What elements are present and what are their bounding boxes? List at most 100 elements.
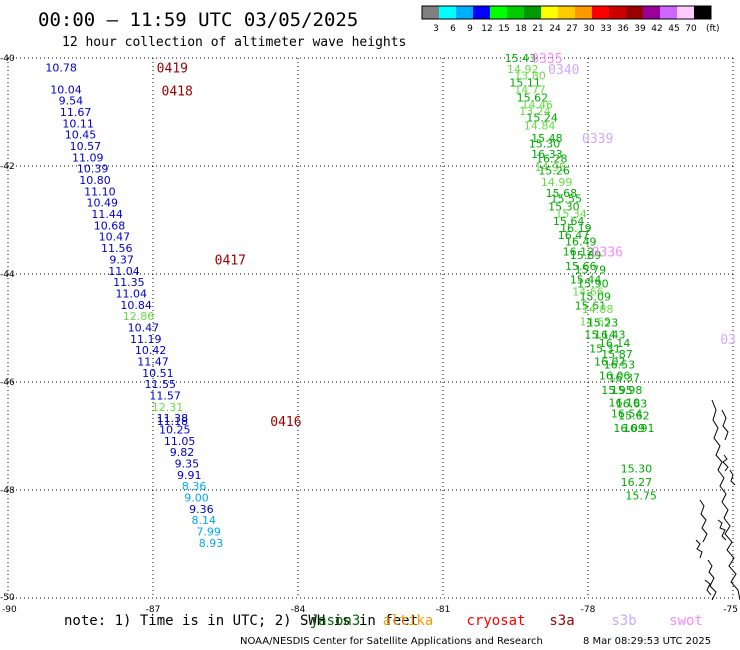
wave-height-value: 15.30 — [529, 137, 561, 150]
credit-right: 8 Mar 08:29:53 UTC 2025 — [583, 636, 711, 647]
wave-height-value: 15.95 — [601, 384, 633, 397]
satellite-legend-item: cryosat — [466, 613, 525, 629]
wave-height-value: 13.24 — [519, 105, 551, 118]
wave-height-value: 16.54 — [611, 407, 643, 420]
wave-height-value: 10.25 — [159, 424, 191, 437]
pass-time-label: 0416 — [270, 415, 301, 430]
wave-height-value: 16.02 — [594, 355, 626, 368]
wave-height-value: 9.35 — [175, 458, 200, 471]
pass-time-label: 03 — [720, 333, 736, 348]
wave-height-value: 10.51 — [142, 367, 174, 380]
wave-height-value: 11.19 — [130, 333, 162, 346]
colorbar-tick-label: 3 — [433, 24, 439, 34]
wave-height-value: 15.75 — [625, 489, 657, 502]
satellite-legend-item: swot — [669, 613, 703, 629]
x-tick-label: -78 — [581, 605, 596, 615]
colorbar-tick-label: 18 — [515, 24, 527, 34]
wave-height-value: 15.34 — [555, 208, 587, 221]
y-tick-label: -40 — [0, 54, 15, 64]
wave-height-value: 9.91 — [177, 469, 202, 482]
wave-height-value: 14.65 — [580, 316, 612, 329]
pass-time-label: 0336 — [592, 245, 623, 260]
pass-time-label: 0340 — [548, 63, 579, 78]
colorbar-swatch — [541, 6, 558, 19]
satellite-legend-item: s3b — [611, 613, 636, 629]
wave-height-value: 11.04 — [108, 265, 140, 278]
colorbar-swatch — [456, 6, 473, 19]
y-tick-label: -44 — [0, 270, 15, 280]
colorbar-tick-label: 24 — [549, 24, 561, 34]
colorbar-tick-label: 70 — [685, 24, 697, 34]
wave-height-value: 9.54 — [59, 95, 84, 108]
wave-height-value: 16.33 — [531, 148, 563, 161]
wave-height-value: 9.82 — [170, 446, 195, 459]
wave-height-value: 15.30 — [621, 462, 653, 475]
wave-height-value: 11.47 — [137, 355, 169, 368]
wave-height-value: 10.49 — [87, 197, 119, 210]
wave-height-value: 14.46 — [522, 98, 554, 111]
colorbar-tick-label: 15 — [498, 24, 509, 34]
wave-height-value: 14.92 — [507, 63, 539, 76]
credit-left: NOAA/NESDIS Center for Satellite Applica… — [240, 636, 543, 647]
chart-subtitle: 12 hour collection of altimeter wave hei… — [62, 35, 406, 50]
wave-height-value: 16.09 — [613, 422, 645, 435]
wave-height-value: 16.53 — [604, 359, 636, 372]
colorbar-swatch — [524, 6, 541, 19]
wave-height-value: 16.14 — [599, 337, 631, 350]
wave-height-value: 14.66 — [572, 285, 604, 298]
wave-height-value: 10.78 — [45, 62, 77, 75]
wave-height-value: 16.10 — [609, 397, 641, 410]
wave-height-value: 14.99 — [541, 176, 573, 189]
colorbar-tick-label: 12 — [481, 24, 492, 34]
satellite-legend: jason3 altika cryosat s3a s3b swot — [310, 613, 703, 629]
wave-height-value: 11.05 — [164, 435, 196, 448]
wave-height-value: 11.55 — [145, 378, 177, 391]
wave-height-value: 11.10 — [84, 185, 116, 198]
colorbar-tick-label: 42 — [651, 24, 662, 34]
wave-height-value: 11.57 — [149, 390, 181, 403]
wave-height-value: 16.28 — [536, 152, 568, 165]
colorbar-swatch — [558, 6, 575, 19]
y-tick-label: -48 — [0, 486, 15, 496]
wave-height-value: 15.61 — [575, 299, 607, 312]
colorbar-swatch — [643, 6, 660, 19]
wave-height-value: 15.90 — [577, 278, 609, 291]
wave-height-value: 16.37 — [609, 372, 641, 385]
x-tick-label: -81 — [436, 605, 451, 615]
color-legend-bar: 3 6 9 12 15 18 21 24 27 30 33 36 39 42 45 70 — [421, 5, 712, 34]
colorbar-swatch — [660, 6, 677, 19]
satellite-legend-item: s3a — [549, 613, 574, 629]
satellite-legend-item: altika — [383, 613, 434, 629]
wave-height-value: 14.88 — [582, 303, 614, 316]
wave-height-value: 15.62 — [618, 409, 650, 422]
colorbar-swatch — [694, 6, 711, 19]
colorbar-swatch — [575, 6, 592, 19]
wave-height-value: 10.47 — [99, 231, 131, 244]
chart-title: 00:00 – 11:59 UTC 03/05/2025 — [38, 9, 358, 31]
wave-height-value: 10.80 — [79, 174, 111, 187]
wave-height-value: 15.44 — [570, 273, 602, 286]
colorbar-tick-label: 45 — [668, 24, 679, 34]
wave-height-value: 14.95 — [535, 161, 567, 174]
colorbar-unit-label: (ft) — [706, 24, 720, 34]
wave-height-value: 15.23 — [587, 317, 619, 330]
wave-height-value: 15.68 — [546, 187, 578, 200]
wave-height-value: 10.68 — [94, 219, 126, 232]
wave-height-value: 15.62 — [517, 91, 549, 104]
pass-time-label: 0418 — [162, 84, 193, 99]
wave-height-value: 11.18 — [157, 415, 189, 428]
wave-height-value: 11.35 — [113, 276, 145, 289]
wave-height-value: 15.87 — [601, 348, 633, 361]
colorbar-swatch — [422, 6, 439, 19]
wave-height-value: 9.00 — [184, 492, 209, 505]
wave-height-value: 8.14 — [192, 514, 217, 527]
wave-height-value: 16.47 — [558, 229, 590, 242]
wave-height-value: 15.31 — [589, 343, 621, 356]
colorbar-tick-label: 39 — [634, 24, 646, 34]
wave-height-value: 14.77 — [514, 83, 546, 96]
colorbar-swatch — [473, 6, 490, 19]
wave-height-value: 15.66 — [565, 260, 597, 273]
wave-height-value: 11.56 — [101, 242, 133, 255]
x-tick-label: -84 — [291, 605, 306, 615]
wave-height-value: 10.39 — [77, 163, 109, 176]
